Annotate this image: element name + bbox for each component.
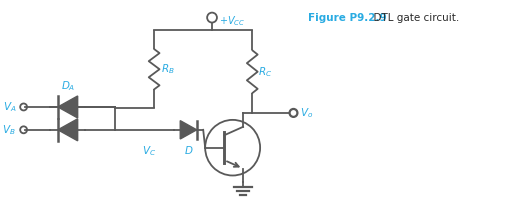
Polygon shape [180, 121, 197, 139]
Text: Figure P9.2.9: Figure P9.2.9 [308, 13, 387, 23]
Text: $+V_{CC}$: $+V_{CC}$ [219, 15, 245, 28]
Text: $V_o$: $V_o$ [300, 106, 314, 120]
Polygon shape [58, 96, 78, 118]
Text: $R_B$: $R_B$ [161, 62, 175, 76]
Text: $D$: $D$ [183, 144, 193, 156]
Text: $R_C$: $R_C$ [258, 65, 272, 79]
Text: DTL gate circuit.: DTL gate circuit. [367, 13, 460, 23]
Text: $V_B$: $V_B$ [2, 123, 16, 137]
Text: $V_A$: $V_A$ [3, 100, 17, 114]
Polygon shape [58, 119, 78, 141]
Text: $V_C$: $V_C$ [142, 144, 156, 157]
Text: $D_A$: $D_A$ [61, 79, 75, 93]
